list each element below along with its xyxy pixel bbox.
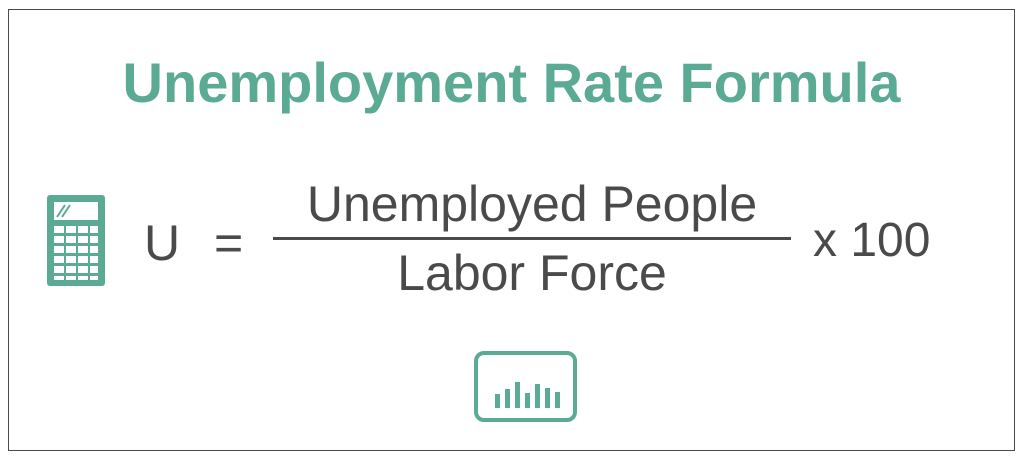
page-title: Unemployment Rate Formula xyxy=(122,51,901,114)
formula-variable: U xyxy=(144,215,181,271)
formula-multiplier: x 100 xyxy=(813,214,931,267)
formula-card: Unemployment Rate Formula xyxy=(8,9,1015,451)
formula-denominator: Labor Force xyxy=(397,245,667,301)
calculator-icon xyxy=(47,195,105,286)
bar-chart-icon xyxy=(474,351,577,422)
formula-numerator: Unemployed People xyxy=(306,176,758,232)
fraction-bar xyxy=(273,237,791,240)
equals-sign: = xyxy=(214,215,244,271)
